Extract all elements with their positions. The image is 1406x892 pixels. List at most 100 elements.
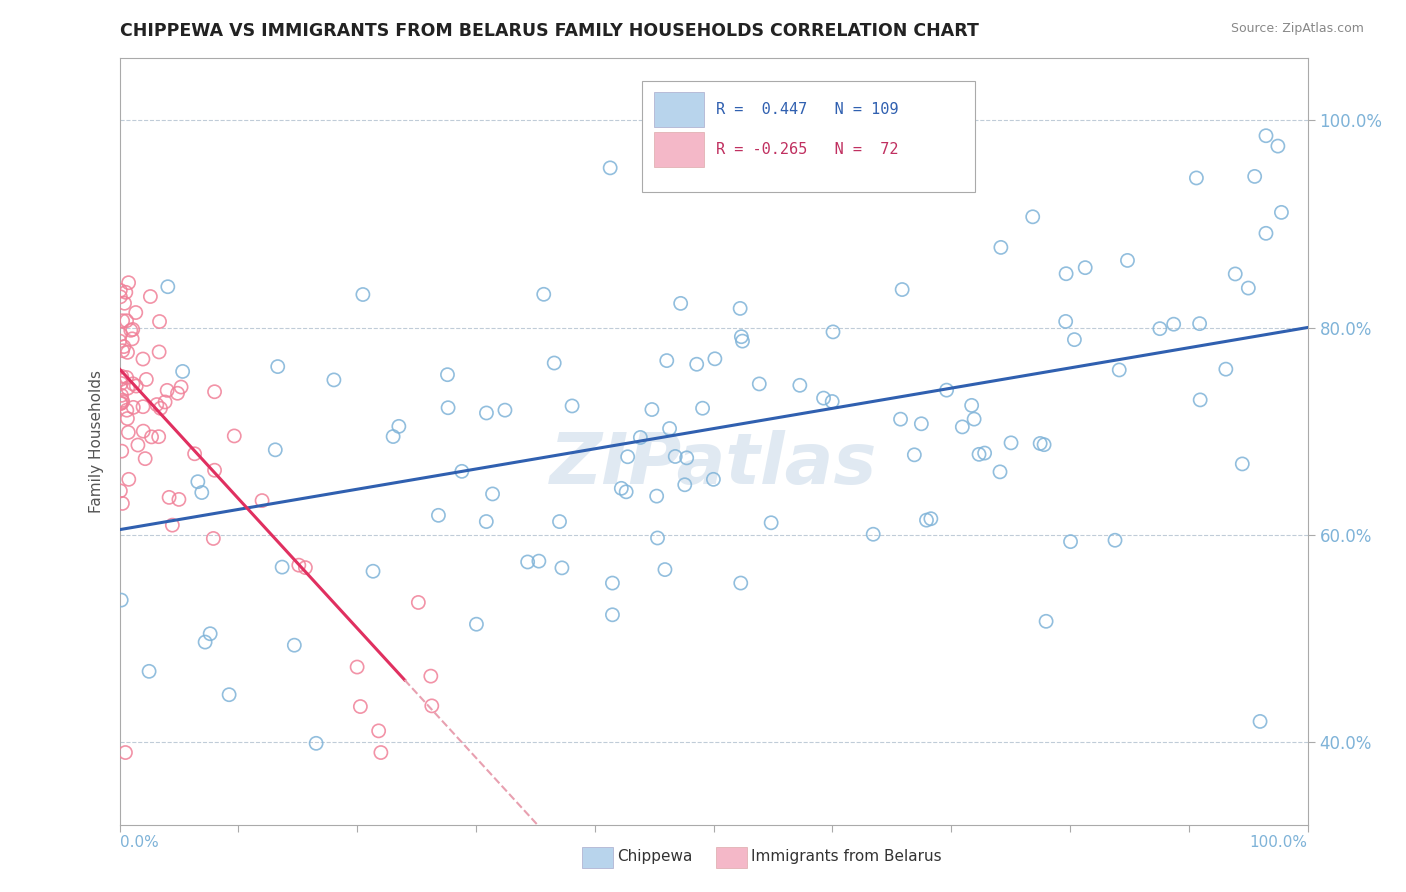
Point (1237, 281, 1260, 295)
Point (475, 406, 498, 420)
Point (427, 508, 450, 523)
Point (111, 496, 134, 510)
Point (294, 560, 316, 574)
Point (202, 532, 225, 546)
Point (187, 475, 209, 489)
Point (117, 411, 139, 425)
Point (862, 527, 884, 541)
Point (543, 356, 565, 370)
Point (121, 332, 143, 346)
Point (654, 563, 676, 577)
Point (108, 334, 131, 348)
Point (890, 412, 912, 426)
Point (361, 564, 384, 578)
Point (602, 607, 624, 622)
Text: ZIPatlas: ZIPatlas (550, 430, 877, 499)
Point (121, 322, 143, 336)
Point (349, 699, 371, 714)
Point (1163, 317, 1185, 331)
Text: R =  0.447   N = 109: R = 0.447 N = 109 (716, 102, 898, 117)
Point (614, 484, 637, 499)
Point (127, 438, 149, 452)
Point (110, 372, 132, 386)
Point (728, 301, 751, 316)
Point (115, 403, 138, 417)
Point (730, 329, 752, 343)
Point (288, 558, 311, 573)
Point (675, 450, 697, 465)
Point (111, 444, 134, 458)
Point (111, 314, 134, 328)
Point (183, 447, 205, 461)
Point (352, 287, 374, 301)
Point (641, 402, 664, 417)
Point (111, 393, 134, 408)
Point (960, 398, 983, 412)
Point (388, 419, 411, 434)
Point (910, 417, 932, 431)
Point (920, 512, 942, 526)
Point (191, 485, 214, 500)
Point (1059, 534, 1081, 549)
Point (1215, 362, 1237, 376)
Point (1249, 714, 1271, 729)
Point (132, 400, 155, 414)
Point (891, 283, 914, 297)
FancyBboxPatch shape (643, 81, 974, 193)
Point (1254, 227, 1277, 241)
Point (935, 383, 957, 397)
Point (111, 343, 134, 358)
Point (664, 450, 686, 464)
Point (110, 327, 132, 342)
Text: Source: ZipAtlas.com: Source: ZipAtlas.com (1230, 22, 1364, 36)
Point (821, 394, 844, 409)
Point (1225, 267, 1247, 281)
Point (516, 555, 538, 569)
Text: Immigrants from Belarus: Immigrants from Belarus (751, 849, 942, 863)
Point (114, 746, 136, 760)
Point (122, 401, 145, 415)
Point (132, 352, 155, 367)
Point (1149, 321, 1171, 335)
Point (1254, 128, 1277, 143)
Point (139, 289, 162, 303)
Point (346, 660, 368, 674)
Point (382, 429, 405, 443)
Point (218, 688, 240, 702)
Point (950, 420, 973, 434)
Point (111, 369, 134, 384)
Point (110, 388, 132, 402)
Point (117, 425, 139, 440)
Point (616, 450, 638, 464)
Point (903, 448, 925, 462)
Point (367, 723, 389, 738)
Point (686, 357, 709, 371)
Point (1243, 169, 1265, 184)
Text: R = -0.265   N =  72: R = -0.265 N = 72 (716, 142, 898, 157)
Point (110, 593, 132, 607)
Point (527, 554, 550, 568)
Point (494, 403, 516, 417)
Point (673, 477, 696, 491)
Point (125, 379, 148, 393)
Text: Chippewa: Chippewa (617, 849, 693, 863)
Point (436, 368, 458, 382)
Point (548, 515, 571, 529)
Point (702, 472, 724, 486)
Point (1116, 253, 1139, 268)
Point (110, 396, 132, 410)
Point (1022, 210, 1045, 224)
Point (115, 370, 138, 384)
Point (115, 314, 138, 328)
Point (117, 345, 139, 359)
Point (602, 576, 624, 591)
Point (149, 401, 172, 416)
Point (198, 626, 221, 640)
Point (1270, 205, 1292, 219)
Point (110, 284, 132, 298)
Point (156, 279, 179, 293)
Point (194, 635, 217, 649)
Point (1104, 533, 1126, 548)
Point (1000, 435, 1022, 450)
Point (533, 287, 555, 301)
